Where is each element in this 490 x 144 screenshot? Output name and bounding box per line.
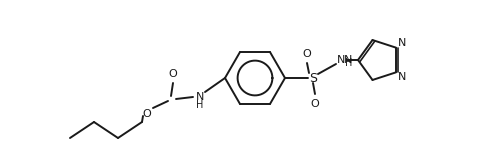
Text: N: N	[343, 55, 352, 65]
Text: O: O	[303, 49, 311, 59]
Text: O: O	[311, 99, 319, 109]
Text: N: N	[196, 92, 204, 102]
Text: N: N	[337, 55, 345, 65]
Text: O: O	[143, 109, 151, 119]
Text: N: N	[398, 38, 406, 48]
Text: H: H	[345, 58, 353, 68]
Text: O: O	[169, 69, 177, 79]
Text: H: H	[196, 100, 204, 110]
Text: N: N	[398, 72, 406, 82]
Text: S: S	[309, 72, 317, 85]
